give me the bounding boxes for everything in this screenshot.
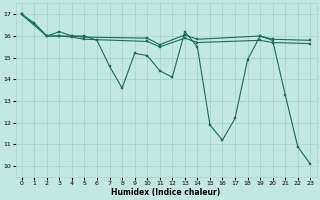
X-axis label: Humidex (Indice chaleur): Humidex (Indice chaleur) — [111, 188, 221, 197]
